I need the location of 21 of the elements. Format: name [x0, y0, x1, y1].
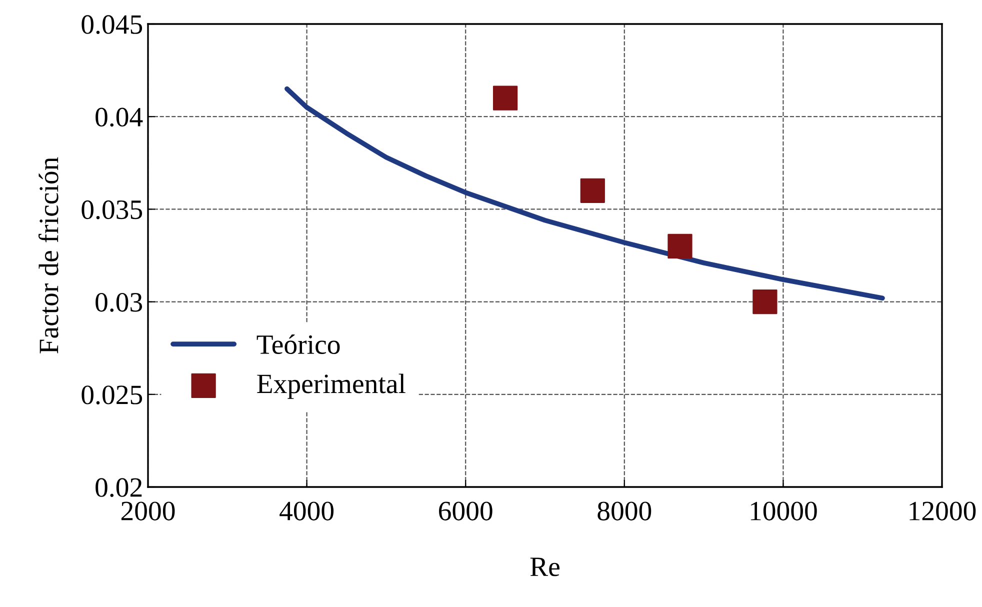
y-tick-label: 0.04	[96, 108, 143, 127]
x-tick-label: 12000	[910, 502, 976, 520]
y-tick-label: 0.025	[82, 386, 142, 404]
y-tick-label: 0.045	[82, 15, 142, 34]
y-axis-title: Factor de fricción	[38, 157, 58, 354]
x-tick-label: 8000	[598, 502, 652, 520]
point	[752, 289, 778, 314]
point	[492, 86, 518, 110]
x-tick-label: 2000	[121, 502, 175, 520]
y-tick-label: 0.035	[82, 200, 142, 220]
point	[580, 178, 605, 203]
x-tick-label: 4000	[280, 502, 334, 520]
legend-label: Teórico	[256, 334, 340, 354]
y-tick-label: 0.03	[96, 292, 142, 312]
point	[668, 234, 692, 259]
y-tick-label: 0.02	[96, 478, 142, 498]
x-axis-title: Re	[530, 558, 560, 576]
x-tick-label: 10000	[750, 502, 817, 520]
legend-label: Experimental	[257, 374, 406, 399]
line-series	[284, 86, 885, 301]
x-tick-label: 6000	[439, 502, 492, 520]
